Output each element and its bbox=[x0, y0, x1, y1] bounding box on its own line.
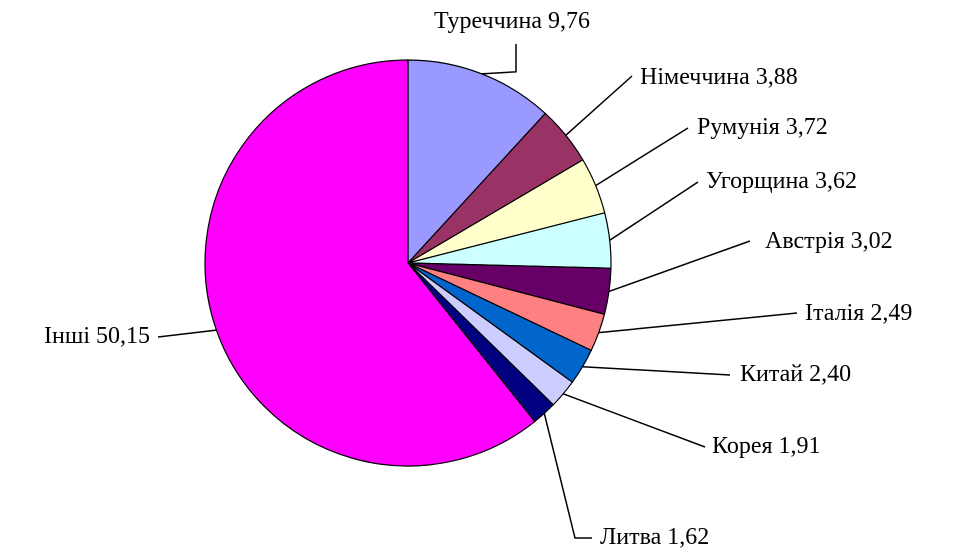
slice-name: Угорщина bbox=[706, 168, 809, 194]
slice-value: 3,02 bbox=[851, 228, 893, 254]
leader-line bbox=[565, 75, 633, 136]
slice-label: Угорщина 3,62 bbox=[706, 168, 857, 194]
pie-slice bbox=[407, 59, 547, 265]
slice-value: 2,40 bbox=[809, 361, 851, 387]
leader-line bbox=[595, 127, 689, 187]
leader-line bbox=[609, 181, 699, 241]
leader-line bbox=[582, 365, 731, 376]
leader-line bbox=[608, 240, 751, 293]
slice-label: Інші 50,15 bbox=[44, 323, 150, 349]
slice-value: 9,76 bbox=[548, 8, 590, 34]
leader-line bbox=[157, 329, 217, 338]
slice-name: Німеччина bbox=[640, 64, 750, 90]
slice-value: 1,62 bbox=[667, 524, 709, 550]
slice-name: Австрія bbox=[765, 228, 845, 254]
slice-label: Корея 1,91 bbox=[712, 433, 821, 459]
leader-line bbox=[562, 393, 706, 448]
slice-name: Румунія bbox=[697, 114, 780, 140]
slice-value: 3,88 bbox=[756, 64, 798, 90]
leader-line bbox=[481, 44, 517, 75]
slice-value: 50,15 bbox=[96, 323, 150, 349]
slice-value: 3,62 bbox=[815, 168, 857, 194]
slice-name: Інші bbox=[44, 323, 90, 349]
slice-name: Туреччина bbox=[434, 8, 542, 34]
slice-name: Китай bbox=[740, 361, 803, 387]
slice-label: Німеччина 3,88 bbox=[640, 64, 798, 90]
slice-label: Австрія 3,02 bbox=[765, 228, 893, 254]
slice-name: Корея bbox=[712, 433, 773, 459]
slice-label: Литва 1,62 bbox=[600, 524, 709, 550]
slice-label: Румунія 3,72 bbox=[697, 114, 828, 140]
slice-value: 3,72 bbox=[786, 114, 828, 140]
slice-label: Китай 2,40 bbox=[740, 361, 851, 387]
slice-name: Литва bbox=[600, 524, 662, 550]
slice-value: 1,91 bbox=[779, 433, 821, 459]
slice-label: Туреччина 9,76 bbox=[434, 8, 590, 34]
slice-label: Італія 2,49 bbox=[805, 300, 912, 326]
slice-value: 2,49 bbox=[870, 300, 912, 326]
leader-line bbox=[598, 312, 798, 334]
leader-line bbox=[543, 413, 592, 539]
slice-name: Італія bbox=[805, 300, 864, 326]
